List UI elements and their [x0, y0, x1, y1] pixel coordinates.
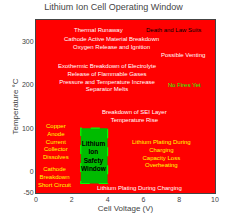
svg-text:Thermal Runaway: Thermal Runaway: [74, 27, 123, 33]
svg-text:4: 4: [106, 196, 110, 203]
svg-text:6: 6: [141, 196, 145, 203]
svg-text:Lithium Plating During Chargin: Lithium Plating During Charging: [97, 185, 182, 191]
svg-text:300: 300: [22, 38, 34, 45]
svg-text:LithiumIonSafetyWindow: LithiumIonSafetyWindow: [81, 140, 107, 172]
svg-text:Possible Venting: Possible Venting: [161, 52, 205, 58]
svg-text:Cell Voltage (V): Cell Voltage (V): [98, 204, 154, 213]
svg-text:Cathode Active Material Breakd: Cathode Active Material BreakdownOxygen …: [64, 36, 159, 50]
svg-text:8: 8: [177, 196, 181, 203]
svg-text:200: 200: [22, 81, 34, 88]
svg-text:Death and Law Suits: Death and Law Suits: [146, 27, 201, 33]
svg-text:Lithium Ion Cell Operating Win: Lithium Ion Cell Operating Window: [44, 2, 183, 12]
svg-text:Temperature °C: Temperature °C: [11, 78, 20, 134]
svg-text:Breakdown of SEI LayerTemperat: Breakdown of SEI LayerTemperature Rise: [102, 109, 167, 123]
svg-text:Exothermic Breakdown of Electr: Exothermic Breakdown of ElectrolyteRelea…: [58, 63, 157, 92]
svg-text:10: 10: [211, 196, 219, 203]
svg-text:100: 100: [22, 125, 34, 132]
svg-text:-50: -50: [23, 189, 33, 196]
svg-text:0: 0: [30, 168, 34, 175]
svg-text:Lithium Plating DuringCharging: Lithium Plating DuringChargingCapacity L…: [132, 139, 191, 168]
svg-text:CopperAnodeCurrentCollectorDis: CopperAnodeCurrentCollectorDissolves: [43, 123, 69, 160]
svg-text:2: 2: [70, 196, 74, 203]
svg-text:No Fires Yet: No Fires Yet: [168, 82, 201, 88]
svg-text:0: 0: [34, 196, 38, 203]
svg-text:CathodeBreakdownShort Circuit: CathodeBreakdownShort Circuit: [38, 166, 71, 188]
